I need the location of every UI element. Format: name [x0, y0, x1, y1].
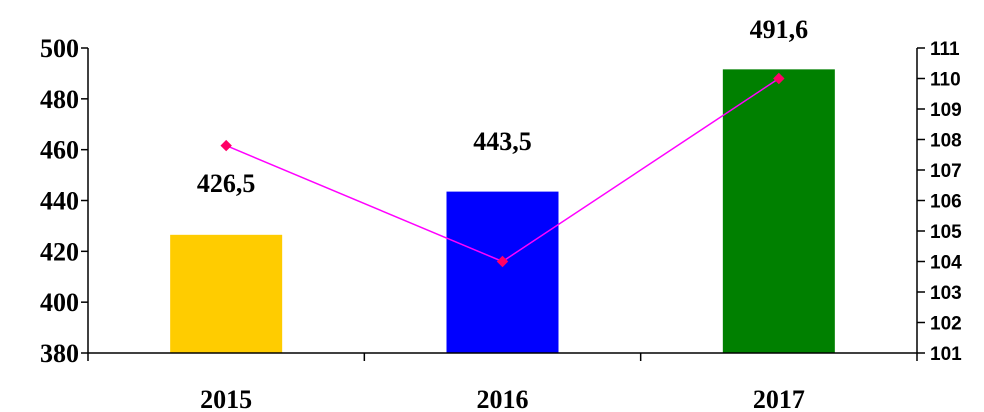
y-right-tick-label: 110 — [930, 70, 961, 91]
plot-area: 380 400 420 440 460 480 500 101 102 103 104 105 106 1… — [40, 15, 962, 412]
y-right-tick-label: 101 — [930, 344, 962, 365]
y-right-tick-label: 108 — [930, 131, 962, 152]
bar-2017 — [722, 69, 835, 353]
y-left-tick-label: 480 — [40, 85, 79, 114]
x-tick-label-2016: 2016 — [477, 385, 529, 412]
y-left-tick-label: 420 — [40, 237, 79, 266]
bar-2016 — [446, 191, 559, 353]
y-right-tick-label: 111 — [930, 39, 960, 60]
y-right-tick-label: 105 — [930, 222, 962, 243]
bar-2015 — [170, 234, 283, 353]
y-left-tick-label: 380 — [40, 339, 79, 368]
data-label-2015: 426,5 — [197, 169, 256, 198]
y-right-tick-label: 109 — [930, 100, 962, 121]
line-point-2017 — [773, 72, 785, 85]
data-label-2017: 491,6 — [750, 15, 809, 44]
y-left-tick-label: 460 — [40, 136, 79, 165]
y-right-tick-label: 104 — [930, 253, 962, 274]
y-left-tick-label: 500 — [40, 34, 79, 63]
y-left-tick-label: 440 — [40, 187, 79, 216]
data-label-2016: 443,5 — [473, 127, 532, 156]
x-tick-label-2015: 2015 — [200, 385, 252, 412]
y-right-tick-label: 107 — [930, 161, 962, 182]
y-right-tick-label: 103 — [930, 283, 962, 304]
y-left-tick-label: 400 — [40, 288, 79, 317]
line-point-2015 — [220, 139, 232, 152]
y-right-tick-label: 102 — [930, 314, 962, 335]
line-point-2016 — [496, 255, 509, 268]
x-tick-label-2017: 2017 — [753, 385, 805, 412]
y-right-tick-label: 106 — [930, 192, 962, 213]
